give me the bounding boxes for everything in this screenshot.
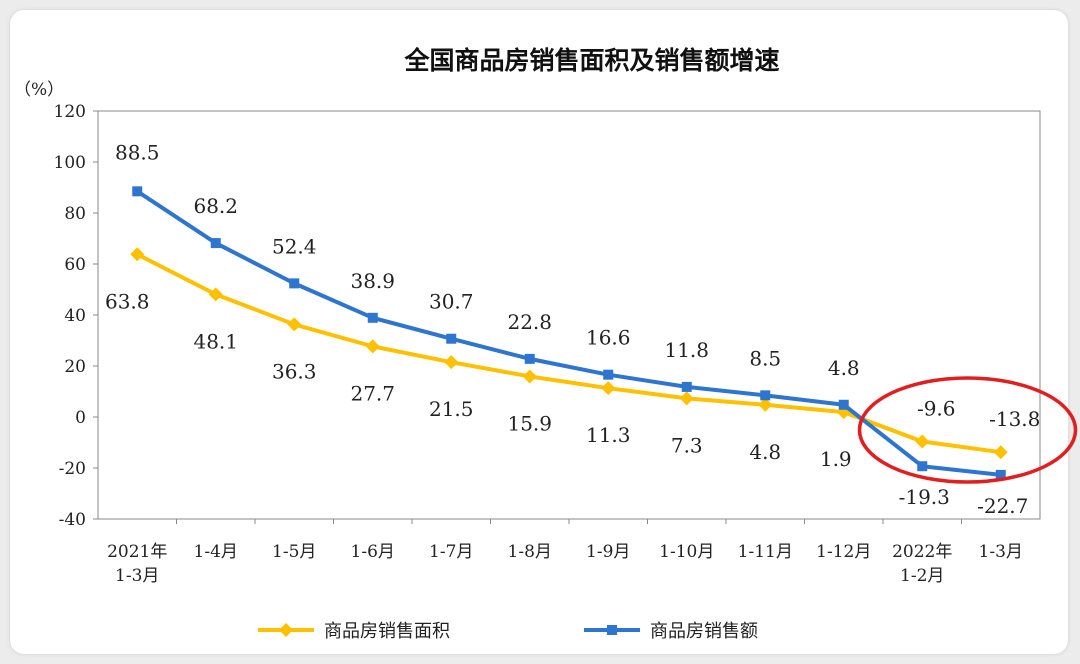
data-point <box>444 355 459 370</box>
data-label: 38.9 <box>350 269 395 293</box>
chart-title: 全国商品房销售面积及销售额增速 <box>403 46 779 75</box>
data-point <box>132 186 143 197</box>
legend-marker-2 <box>607 625 617 635</box>
y-tick-label: -40 <box>59 510 86 530</box>
data-point <box>760 390 771 401</box>
y-tick-label: 100 <box>54 153 86 173</box>
data-point <box>915 434 930 449</box>
chart-card <box>10 10 1068 654</box>
x-tick-label: 2021年 1-3月 <box>107 542 167 586</box>
data-label: 4.8 <box>828 356 860 380</box>
data-label: 48.1 <box>193 329 238 353</box>
data-point <box>603 369 614 380</box>
data-label: 4.8 <box>749 440 781 464</box>
x-tick-label: 1-11月 <box>738 542 793 562</box>
series-line-2 <box>136 189 1001 477</box>
x-tick-label: 1-3月 <box>979 542 1023 562</box>
y-tick-label: 0 <box>75 408 86 428</box>
data-label: 52.4 <box>272 234 317 258</box>
y-axis-unit: （%） <box>14 80 64 100</box>
x-tick-label: 1-8月 <box>508 542 552 562</box>
legend-label-1: 商品房销售面积 <box>324 621 450 642</box>
plot-area: 120 100 80 60 40 20 0 -20 -40 2021年 1-3月 1-4月 1-5月 1-… <box>54 102 1078 586</box>
data-label: -13.8 <box>989 407 1040 431</box>
legend-label-2: 商品房销售额 <box>650 621 758 642</box>
data-point <box>446 333 457 344</box>
x-tick-label: 1-7月 <box>429 542 473 562</box>
highlight-ellipse <box>857 376 1078 484</box>
x-tick-label: 1-12月 <box>816 542 871 562</box>
x-tick-label: 1-10月 <box>659 542 714 562</box>
legend: 商品房销售面积 商品房销售额 <box>258 621 758 642</box>
data-label: 88.5 <box>115 140 160 164</box>
y-tick-label: 60 <box>64 255 86 275</box>
data-label: -22.7 <box>977 494 1028 518</box>
data-label: 11.8 <box>664 338 709 362</box>
y-tick-label: -20 <box>59 459 86 479</box>
data-label: 63.8 <box>105 289 150 313</box>
legend-marker-1 <box>279 623 293 637</box>
data-label: 1.9 <box>820 447 852 471</box>
y-tick-label: 40 <box>64 306 86 326</box>
data-point <box>208 287 223 302</box>
data-label: 21.5 <box>429 397 474 421</box>
y-tick-label: 20 <box>64 357 86 377</box>
y-tick-label: 120 <box>54 102 86 122</box>
data-point <box>287 317 302 332</box>
data-label: -9.6 <box>917 396 956 420</box>
data-point <box>289 278 300 289</box>
x-tick-label: 1-6月 <box>351 542 395 562</box>
data-point <box>917 461 928 472</box>
data-label: 68.2 <box>193 194 238 218</box>
data-label: 22.8 <box>507 310 552 334</box>
data-point <box>838 399 849 410</box>
data-label: 15.9 <box>507 411 552 435</box>
x-tick-label: 2022年 1-2月 <box>892 542 952 586</box>
data-point <box>367 312 378 323</box>
data-label: 7.3 <box>671 433 703 457</box>
data-point <box>210 238 221 249</box>
data-point <box>995 469 1006 480</box>
data-label: 16.6 <box>586 326 631 350</box>
data-label: 36.3 <box>272 359 317 383</box>
x-tick-label: 1-9月 <box>586 542 630 562</box>
y-tick-label: 80 <box>64 204 86 224</box>
data-label: 30.7 <box>429 290 474 314</box>
data-point <box>679 391 694 406</box>
data-point <box>601 381 616 396</box>
series-line-1 <box>136 252 1002 455</box>
data-point <box>993 445 1008 460</box>
data-point <box>758 397 773 412</box>
data-label: -19.3 <box>899 485 950 509</box>
data-point <box>365 339 380 354</box>
x-tick-label: 1-4月 <box>194 542 238 562</box>
x-tick-label: 1-5月 <box>272 542 316 562</box>
data-label: 8.5 <box>749 346 781 370</box>
data-point <box>130 247 145 262</box>
data-point <box>681 381 692 392</box>
data-point <box>522 369 537 384</box>
plot-frame <box>97 110 1041 520</box>
data-label: 27.7 <box>350 381 395 405</box>
data-point <box>524 353 535 364</box>
data-label: 11.3 <box>586 423 631 447</box>
